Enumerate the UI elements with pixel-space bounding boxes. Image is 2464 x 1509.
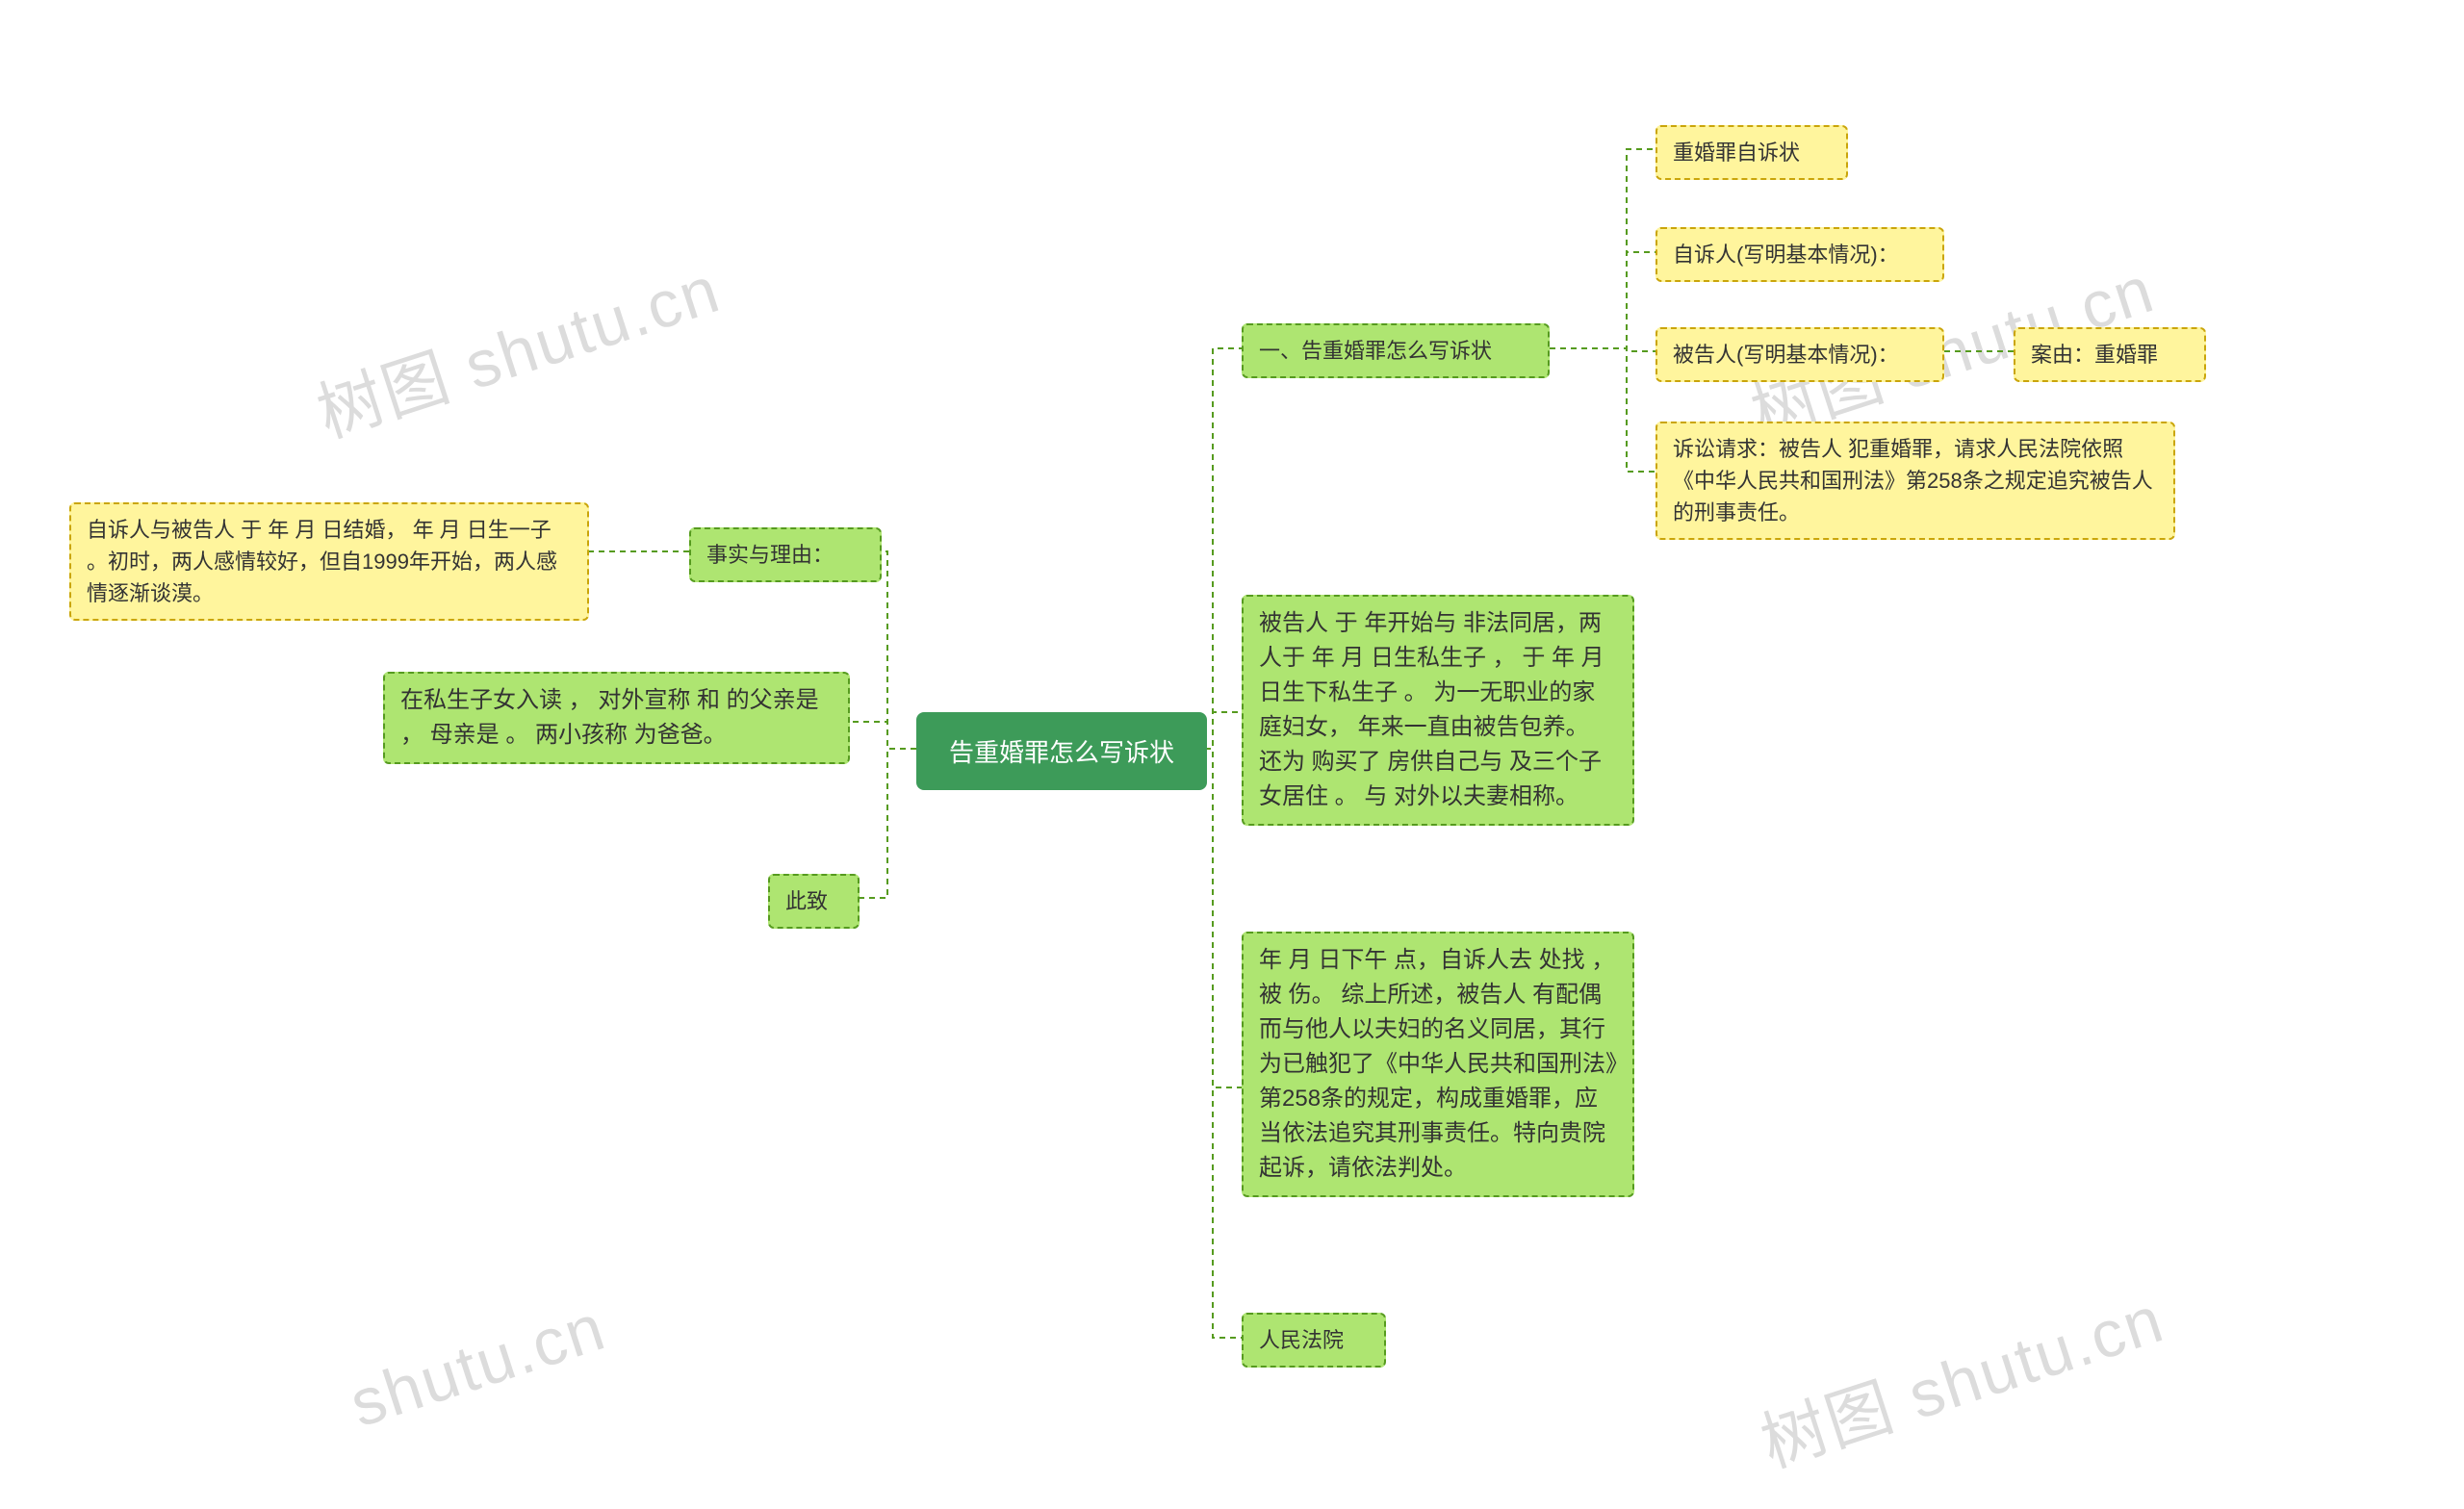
node-l1: 事实与理由： [689,527,882,582]
node-r1c: 被告人(写明基本情况)： [1656,327,1944,382]
node-l3: 此致 [768,874,860,929]
node-r1c1: 案由：重婚罪 [2014,327,2206,382]
node-r1d: 诉讼请求：被告人 犯重婚罪，请求人民法院依照《中华人民共和国刑法》第258条之规… [1656,422,2175,540]
node-r3: 年 月 日下午 点，自诉人去 处找 ，被 伤。 综上所述，被告人 有配偶而与他人… [1242,932,1634,1197]
node-r1a: 重婚罪自诉状 [1656,125,1848,180]
watermark-1: 树图 shutu.cn [303,236,730,455]
watermark-3: shutu.cn [342,1290,615,1443]
node-r2: 被告人 于 年开始与 非法同居，两人于 年 月 日生私生子 ， 于 年 月日生下… [1242,595,1634,826]
node-l2: 在私生子女入读 ， 对外宣称 和 的父亲是 ， 母亲是 。 两小孩称 为爸爸。 [383,672,850,764]
node-l1a: 自诉人与被告人 于 年 月 日结婚， 年 月 日生一子 。初时，两人感情较好，但… [69,502,589,621]
node-r1: 一、告重婚罪怎么写诉状 [1242,323,1550,378]
watermark-4: 树图 shutu.cn [1747,1266,2173,1485]
node-r1b: 自诉人(写明基本情况)： [1656,227,1944,282]
connectors [0,0,2464,1509]
root-node: 告重婚罪怎么写诉状 [916,712,1207,790]
node-r4: 人民法院 [1242,1313,1386,1368]
